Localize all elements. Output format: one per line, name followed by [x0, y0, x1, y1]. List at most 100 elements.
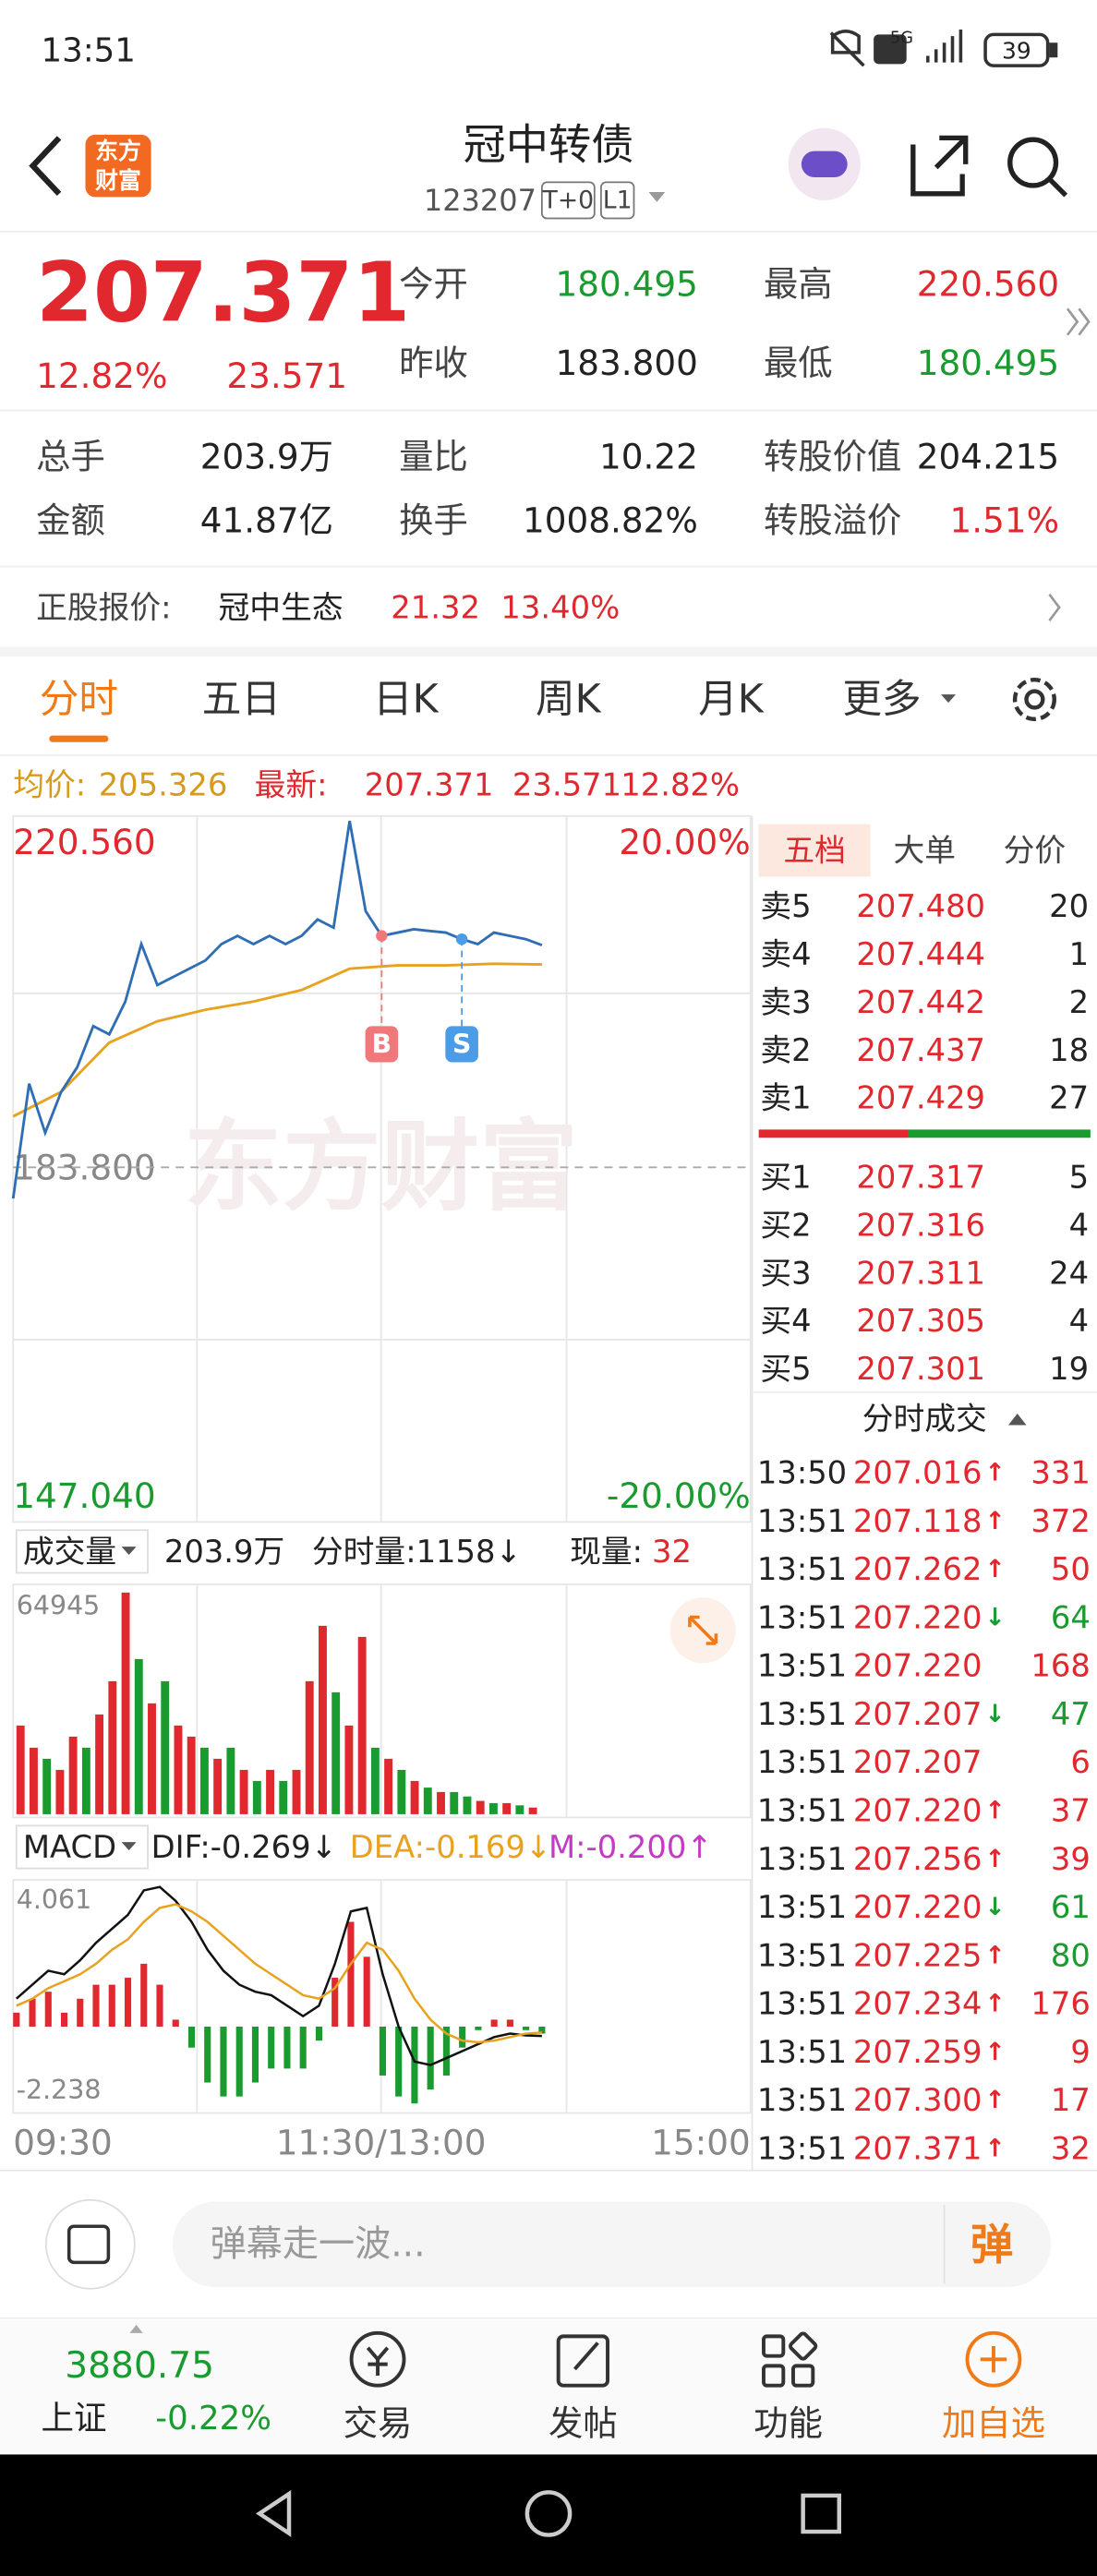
nav-item[interactable]: 交易	[344, 2403, 413, 2444]
field-value: 220.560	[917, 264, 1059, 305]
macd-bar	[299, 2026, 307, 2069]
volume-bar	[134, 1658, 143, 1814]
pct-label: 20.00%	[619, 822, 750, 862]
book-tab[interactable]: 五档	[783, 833, 846, 869]
tag-box	[600, 181, 635, 220]
section-gap	[0, 646, 1097, 657]
settings-button[interactable]	[1012, 677, 1056, 722]
marker-badge	[365, 1026, 399, 1063]
stock-label[interactable]: 正股报价:	[36, 589, 171, 625]
trade-volume: 50	[1051, 1551, 1091, 1587]
book-price: 207.429	[856, 1080, 985, 1116]
recents-key[interactable]	[801, 2493, 842, 2534]
comment-input[interactable]	[172, 2201, 1052, 2288]
stock-price: 21.32	[391, 589, 480, 625]
comment-placeholder: 弹幕走一波...	[211, 2223, 426, 2265]
fullscreen-icon	[688, 1615, 718, 1645]
trade-price: 207.220	[853, 1889, 982, 1925]
book-volume: 20	[1049, 888, 1089, 924]
trade-price: 207.016	[853, 1455, 982, 1491]
trade-price: 207.262	[853, 1551, 982, 1587]
field-label: 最低	[764, 343, 833, 383]
trade-volume: 168	[1031, 1648, 1090, 1684]
stat-label: 转股价值	[764, 436, 901, 476]
macd-bar	[363, 1956, 370, 2027]
barrage-button[interactable]: 弹	[970, 2220, 1013, 2269]
tab[interactable]: 分时	[40, 677, 118, 723]
volume-label[interactable]: 成交量	[23, 1534, 116, 1570]
book-volume: 27	[1049, 1080, 1089, 1116]
macd-bar	[523, 2026, 530, 2030]
home-key[interactable]	[524, 2490, 573, 2537]
trade-price: 207.220	[853, 1599, 982, 1635]
expand-icon[interactable]	[1066, 307, 1091, 336]
network: 5G	[890, 28, 913, 47]
macd-selector[interactable]	[15, 1824, 149, 1870]
volume-bar	[476, 1800, 485, 1814]
volume-bar	[384, 1758, 393, 1814]
logo-text: 财富	[95, 167, 141, 194]
chart-frames	[0, 814, 1097, 2172]
now-value: 32	[652, 1534, 692, 1570]
book-tab[interactable]: 分价	[1004, 833, 1067, 869]
tag: L1	[603, 186, 633, 214]
x-tick-label: 15:00	[651, 2123, 751, 2163]
book-volume: 18	[1049, 1032, 1089, 1068]
search-button[interactable]	[1007, 137, 1059, 188]
trade-arrow: ↓	[985, 1893, 1006, 1921]
trade-time: 13:51	[757, 1889, 847, 1925]
volume-bar	[30, 1747, 38, 1814]
marker-label: S	[452, 1029, 471, 1059]
y-tick-label: 147.040	[13, 1475, 155, 1516]
macd-bar	[251, 2026, 259, 2083]
field-label: 昨收	[399, 343, 468, 383]
book-price: 207.442	[856, 984, 985, 1020]
trade-volume: 9	[1070, 2034, 1090, 2070]
macd-bar	[506, 2019, 513, 2027]
tab[interactable]: 月K	[698, 677, 765, 723]
barrage-toggle[interactable]	[44, 2198, 136, 2290]
trade-time: 13:51	[757, 1744, 847, 1780]
trades-title[interactable]: 分时成交	[862, 1401, 987, 1437]
trade-price: 207.371	[853, 2130, 982, 2166]
macd-bar	[315, 2026, 323, 2041]
macd-label[interactable]: MACD	[23, 1829, 116, 1865]
tab[interactable]: 日K	[373, 677, 440, 723]
nav-item[interactable]: 发帖	[548, 2403, 618, 2444]
dea-line	[16, 1903, 542, 2044]
back-key[interactable]	[255, 2489, 292, 2537]
stat-label: 换手	[399, 500, 468, 541]
dropdown-icon[interactable]	[648, 192, 666, 202]
price: 207.371	[36, 245, 410, 341]
barrage-icon	[66, 2224, 111, 2265]
price-line	[11, 820, 543, 1199]
trade-price: 207.118	[853, 1503, 982, 1539]
book-label: 买1	[760, 1159, 811, 1195]
back-button[interactable]	[29, 136, 62, 196]
volume-total: 203.9万	[164, 1534, 284, 1570]
book-price: 207.317	[856, 1159, 985, 1195]
nav-item[interactable]: 加自选	[942, 2403, 1045, 2444]
share-button[interactable]	[910, 135, 969, 197]
trade-price: 207.234	[853, 1986, 982, 2022]
trade-volume: 176	[1031, 1986, 1090, 2022]
macd-bar	[60, 2012, 68, 2027]
caret[interactable]	[1007, 1414, 1027, 1426]
trade-price: 207.259	[853, 2034, 982, 2070]
tab[interactable]: 周K	[536, 677, 602, 723]
index-value[interactable]: 3880.75	[65, 2345, 214, 2387]
stat-value: 10.22	[599, 436, 698, 476]
book-tab[interactable]: 大单	[893, 833, 956, 869]
field-value: 180.495	[917, 343, 1059, 383]
tab[interactable]: 更多	[842, 677, 921, 723]
tab[interactable]: 五日	[202, 677, 281, 723]
volume-selector[interactable]	[15, 1529, 149, 1574]
tag-box	[540, 181, 596, 220]
chevron[interactable]	[1048, 593, 1061, 621]
trade-price: 207.300	[853, 2082, 982, 2118]
nav-item[interactable]: 功能	[753, 2403, 823, 2444]
trade-time: 13:51	[757, 1648, 847, 1684]
marker-badge	[445, 1026, 478, 1063]
volume-bar	[488, 1802, 498, 1814]
